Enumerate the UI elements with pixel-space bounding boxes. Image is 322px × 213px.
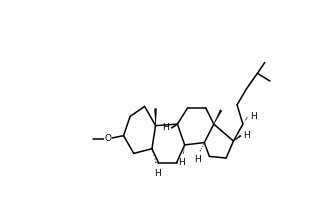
Polygon shape (233, 135, 241, 141)
Text: H: H (250, 112, 257, 121)
Text: H: H (194, 155, 201, 164)
Polygon shape (214, 110, 222, 124)
Text: H: H (178, 158, 185, 167)
Text: O: O (105, 134, 112, 143)
Text: H: H (162, 124, 168, 132)
Text: H: H (154, 169, 160, 178)
Text: H: H (243, 131, 250, 140)
Polygon shape (155, 109, 156, 126)
